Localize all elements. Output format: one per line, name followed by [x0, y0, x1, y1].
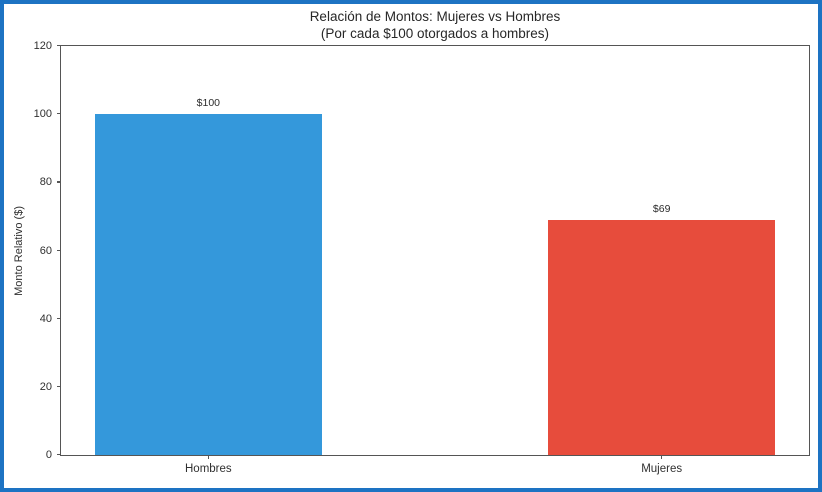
- y-tick-label: 0: [45, 449, 52, 461]
- chart-subtitle: (Por cada $100 otorgados a hombres): [320, 26, 550, 41]
- x-tick-mark: [207, 455, 210, 459]
- bar-value-label: $100: [196, 97, 221, 110]
- bar-hombres: [95, 114, 322, 455]
- y-tick-label: 120: [33, 40, 52, 52]
- y-tick-mark: [57, 317, 61, 319]
- plot-area: 0 20 40 60 80 100 120 $100 $69 Hombres Mujeres: [34, 40, 810, 475]
- y-tick-label: 60: [39, 244, 52, 257]
- bar-value-label: $69: [652, 202, 671, 215]
- bar-mujeres: [548, 219, 775, 455]
- y-tick-mark: [57, 454, 61, 456]
- y-tick-label: 20: [39, 380, 52, 393]
- y-tick-label: 40: [39, 312, 52, 325]
- y-tick-label: 100: [33, 108, 52, 121]
- y-tick-mark: [57, 113, 61, 115]
- title-block: Relación de Montos: Mujeres vs Hombres (…: [60, 8, 810, 42]
- y-axis-label: Monto Relativo ($): [13, 205, 25, 296]
- y-tick-label: 80: [39, 176, 52, 189]
- x-tick-label-mujeres: Mujeres: [641, 463, 683, 475]
- y-tick-mark: [57, 45, 61, 47]
- y-tick-mark: [57, 181, 61, 183]
- chart-title: Relación de Montos: Mujeres vs Hombres: [309, 9, 561, 24]
- y-axis-label-wrap: Monto Relativo ($): [10, 45, 28, 456]
- y-tick-mark: [57, 249, 61, 251]
- y-tick-mark: [57, 385, 61, 388]
- x-tick-mark: [661, 455, 663, 459]
- x-tick-label-hombres: Hombres: [185, 463, 232, 475]
